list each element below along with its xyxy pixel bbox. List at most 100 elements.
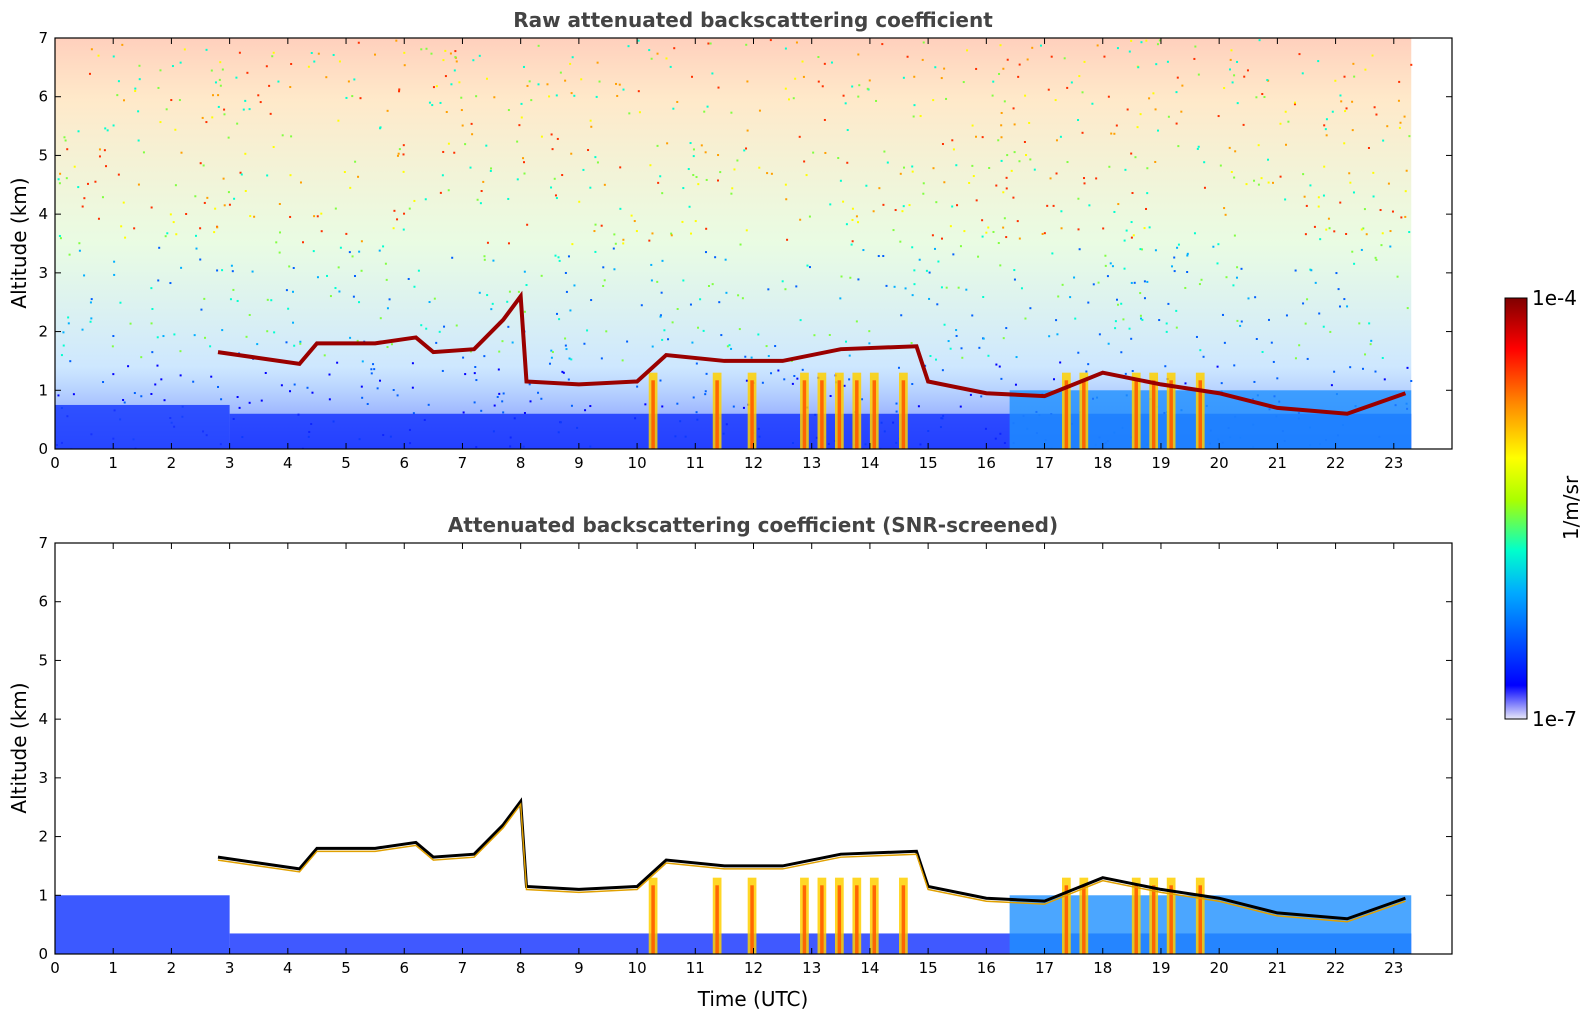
noise-pixel bbox=[329, 295, 332, 298]
noise-pixel bbox=[1246, 69, 1249, 72]
noise-pixel bbox=[1054, 99, 1057, 102]
noise-pixel bbox=[963, 230, 966, 233]
noise-pixel bbox=[402, 144, 405, 147]
noise-pixel bbox=[1039, 44, 1042, 47]
noise-pixel bbox=[1108, 165, 1111, 168]
noise-pixel bbox=[1367, 146, 1370, 149]
noise-pixel bbox=[848, 378, 851, 381]
noise-pixel bbox=[968, 181, 971, 184]
noise-pixel bbox=[413, 199, 416, 202]
noise-pixel bbox=[1165, 330, 1168, 333]
noise-pixel bbox=[164, 235, 167, 238]
noise-pixel bbox=[1381, 232, 1384, 235]
noise-pixel bbox=[676, 307, 679, 310]
noise-pixel bbox=[502, 411, 505, 414]
noise-pixel bbox=[1325, 134, 1328, 137]
noise-pixel bbox=[935, 201, 938, 204]
noise-pixel bbox=[561, 174, 564, 177]
noise-pixel bbox=[1120, 351, 1123, 354]
precip-core bbox=[1169, 380, 1173, 449]
x-tick-label: 23 bbox=[1384, 959, 1403, 977]
noise-pixel bbox=[949, 225, 952, 228]
noise-pixel bbox=[407, 277, 410, 280]
noise-pixel bbox=[222, 177, 225, 180]
noise-pixel bbox=[1293, 103, 1296, 106]
noise-pixel bbox=[236, 299, 239, 302]
noise-pixel bbox=[101, 196, 104, 199]
noise-pixel bbox=[338, 290, 341, 293]
noise-pixel bbox=[656, 280, 659, 283]
noise-pixel bbox=[57, 178, 60, 181]
noise-pixel bbox=[1133, 281, 1136, 284]
noise-pixel bbox=[745, 229, 748, 232]
noise-pixel bbox=[550, 349, 553, 352]
noise-pixel bbox=[1261, 350, 1264, 353]
noise-pixel bbox=[1132, 234, 1135, 237]
noise-pixel bbox=[210, 375, 213, 378]
noise-pixel bbox=[420, 48, 423, 51]
noise-pixel bbox=[159, 69, 162, 72]
noise-pixel bbox=[689, 142, 692, 145]
noise-pixel bbox=[343, 171, 346, 174]
noise-pixel bbox=[1198, 283, 1201, 286]
noise-pixel bbox=[1339, 94, 1342, 97]
noise-pixel bbox=[78, 242, 81, 245]
noise-pixel bbox=[1148, 97, 1151, 100]
noise-pixel bbox=[911, 294, 914, 297]
noise-pixel bbox=[589, 119, 592, 122]
noise-pixel bbox=[203, 201, 206, 204]
noise-pixel bbox=[940, 237, 943, 240]
noise-pixel bbox=[386, 109, 389, 112]
noise-pixel bbox=[947, 340, 950, 343]
noise-pixel bbox=[1386, 125, 1389, 128]
noise-pixel bbox=[1353, 262, 1356, 265]
noise-pixel bbox=[325, 274, 328, 277]
noise-pixel bbox=[813, 334, 816, 337]
noise-pixel bbox=[593, 230, 596, 233]
noise-pixel bbox=[845, 223, 848, 226]
noise-pixel bbox=[743, 149, 746, 152]
noise-pixel bbox=[1130, 39, 1133, 42]
noise-pixel bbox=[933, 247, 936, 250]
x-tick-label: 23 bbox=[1384, 454, 1403, 472]
noise-pixel bbox=[219, 84, 222, 87]
noise-pixel bbox=[73, 165, 76, 168]
noise-pixel bbox=[1380, 244, 1383, 247]
noise-pixel bbox=[1199, 349, 1202, 352]
x-tick-label: 13 bbox=[802, 454, 821, 472]
noise-pixel bbox=[223, 204, 226, 207]
noise-pixel bbox=[1317, 205, 1320, 208]
noise-pixel bbox=[351, 255, 354, 258]
noise-pixel bbox=[659, 315, 662, 318]
noise-pixel bbox=[520, 102, 523, 105]
x-tick-label: 16 bbox=[977, 959, 996, 977]
noise-pixel bbox=[366, 402, 369, 405]
noise-pixel bbox=[644, 403, 647, 406]
noise-pixel bbox=[1242, 123, 1245, 126]
noise-pixel bbox=[1235, 276, 1238, 279]
noise-pixel bbox=[472, 59, 475, 62]
noise-pixel bbox=[106, 129, 109, 132]
x-tick-label: 9 bbox=[574, 959, 584, 977]
noise-pixel bbox=[428, 101, 431, 104]
noise-pixel bbox=[784, 288, 787, 291]
noise-pixel bbox=[268, 84, 271, 87]
y-tick-label: 5 bbox=[38, 146, 48, 164]
noise-pixel bbox=[578, 200, 581, 203]
noise-pixel bbox=[704, 393, 707, 396]
noise-pixel bbox=[62, 331, 65, 334]
noise-pixel bbox=[1197, 145, 1200, 148]
noise-pixel bbox=[1091, 102, 1094, 105]
noise-pixel bbox=[765, 345, 768, 348]
noise-pixel bbox=[828, 333, 831, 336]
noise-pixel bbox=[218, 78, 221, 81]
noise-pixel bbox=[59, 172, 62, 175]
noise-pixel bbox=[761, 381, 764, 384]
noise-pixel bbox=[758, 166, 761, 169]
noise-pixel bbox=[67, 316, 70, 319]
noise-pixel bbox=[1000, 111, 1003, 114]
noise-pixel bbox=[522, 65, 525, 68]
noise-pixel bbox=[697, 326, 700, 329]
noise-pixel bbox=[1006, 154, 1009, 157]
precip-core bbox=[750, 885, 754, 954]
